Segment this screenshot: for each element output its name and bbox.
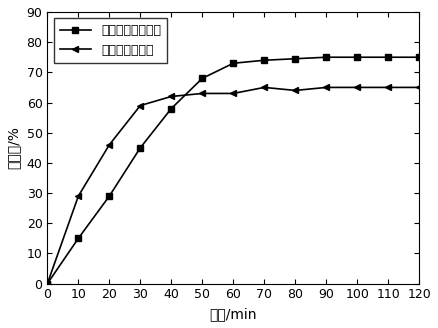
Y-axis label: 去除率/%: 去除率/%: [7, 126, 21, 169]
X-axis label: 时间/min: 时间/min: [209, 307, 257, 321]
Legend: 紫薇果纳米零价铁, 普通纳米零价铁: 紫薇果纳米零价铁, 普通纳米零价铁: [53, 18, 167, 63]
